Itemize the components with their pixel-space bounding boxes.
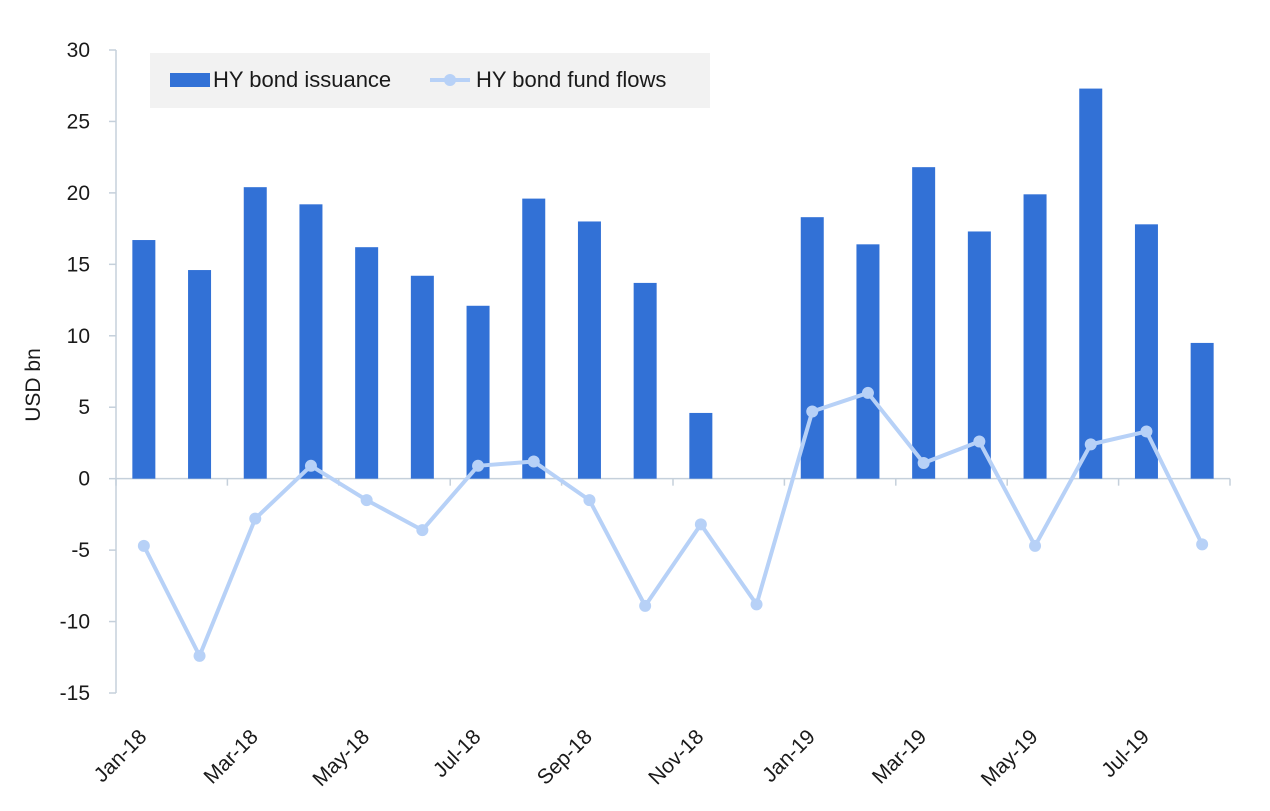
y-tick-label: -5: [71, 539, 90, 562]
fund-flows-point: [416, 524, 429, 537]
issuance-bar: [522, 198, 546, 479]
fund-flows-point: [249, 512, 262, 525]
y-tick-label: 20: [67, 182, 90, 205]
issuance-bar: [1190, 342, 1214, 479]
issuance-bar: [355, 247, 379, 479]
issuance-bar: [188, 270, 212, 479]
fund-flows-point: [137, 539, 150, 552]
y-tick-label: -15: [60, 682, 90, 705]
issuance-bar: [466, 305, 490, 479]
x-tick-label: May-18: [308, 725, 374, 791]
fund-flows-point: [973, 435, 986, 448]
x-tick-label: Jan-18: [90, 725, 152, 787]
legend: HY bond issuance HY bond fund flows: [150, 53, 710, 108]
legend-swatch-issuance: [170, 73, 210, 87]
y-tick-label: -10: [60, 611, 90, 634]
fund-flows-point: [917, 456, 930, 469]
y-axis-title: USD bn: [22, 348, 45, 422]
fund-flows-polyline: [142, 390, 1204, 658]
fund-flows-point: [360, 494, 373, 507]
issuance-bar: [1023, 194, 1047, 479]
legend-label-issuance: HY bond issuance: [213, 67, 391, 92]
issuance-bar: [577, 221, 601, 479]
fund-flows-point: [639, 599, 652, 612]
x-tick-label: Sep-18: [533, 725, 597, 789]
y-tick-label: 0: [78, 468, 90, 491]
y-tick-label: 5: [78, 396, 90, 419]
y-tick-label: 15: [67, 253, 90, 276]
issuance-bars: [132, 88, 1214, 479]
fund-flows-point: [861, 386, 874, 399]
y-tick-label: 25: [67, 110, 90, 133]
fund-flows-point: [193, 649, 206, 662]
fund-flows-point: [1029, 539, 1042, 552]
issuance-bar: [410, 275, 434, 479]
fund-flows-point: [750, 598, 763, 611]
x-tick-label: Jan-19: [758, 725, 820, 787]
issuance-bar: [243, 187, 267, 479]
fund-flows-point: [527, 455, 540, 468]
x-tick-label: Jul-18: [429, 725, 486, 782]
issuance-bar: [299, 204, 323, 479]
issuance-bar: [967, 231, 991, 479]
legend-swatch-marker: [444, 74, 456, 86]
legend-label-flows: HY bond fund flows: [476, 67, 666, 92]
fund-flows-point: [304, 459, 317, 472]
issuance-bar: [912, 167, 936, 479]
fund-flows-point: [1196, 538, 1209, 551]
issuance-bar: [132, 240, 156, 479]
issuance-bar: [856, 244, 880, 479]
issuance-bar: [1134, 224, 1158, 479]
fund-flows-point: [472, 459, 485, 472]
fund-flows-point: [694, 518, 707, 531]
x-tick-label: Mar-19: [868, 725, 931, 788]
y-tick-label: 30: [67, 39, 90, 62]
fund-flows-point: [1140, 425, 1153, 438]
x-tick-label: Nov-18: [644, 725, 708, 789]
x-tick-label: Mar-18: [199, 725, 262, 788]
x-tick-label: May-19: [977, 725, 1043, 791]
issuance-bar: [800, 217, 824, 479]
y-tick-label: 10: [67, 325, 90, 348]
issuance-bar: [633, 282, 657, 479]
fund-flows-point: [1084, 438, 1097, 451]
fund-flows-line: [137, 386, 1209, 662]
fund-flows-point: [583, 494, 596, 507]
issuance-bar: [689, 412, 713, 479]
issuance-bar: [1079, 88, 1103, 479]
x-tick-label: Jul-19: [1097, 725, 1154, 782]
fund-flows-point: [806, 405, 819, 418]
